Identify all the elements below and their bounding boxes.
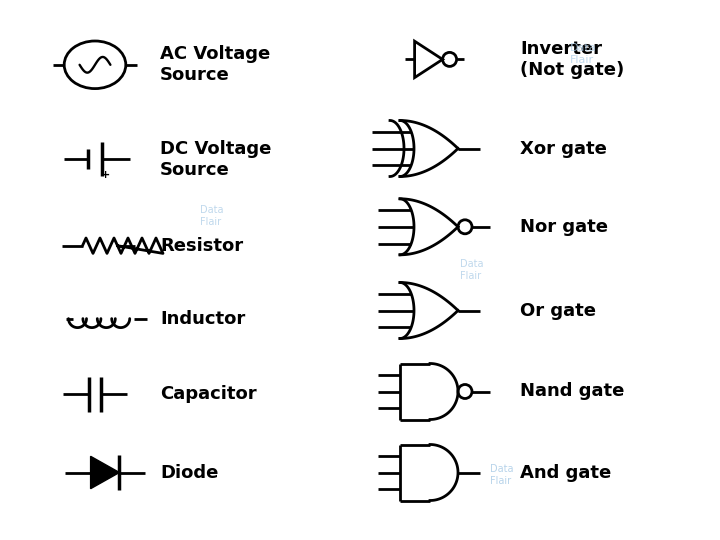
Text: Data
Flair: Data Flair [570,43,597,65]
Polygon shape [415,41,443,78]
Polygon shape [91,456,120,489]
Text: Resistor: Resistor [160,237,243,255]
Text: Diode: Diode [160,463,218,482]
Text: AC Voltage
Source: AC Voltage Source [160,45,270,84]
Text: Capacitor: Capacitor [160,385,256,403]
Text: DC Voltage
Source: DC Voltage Source [160,140,271,179]
Text: Data
Flair: Data Flair [460,259,484,281]
Text: Inductor: Inductor [160,309,246,328]
Text: Or gate: Or gate [520,301,596,320]
Text: Data
Flair: Data Flair [200,205,223,227]
Text: Xor gate: Xor gate [520,139,607,158]
Text: Data
Flair: Data Flair [490,464,513,486]
Text: Inverter
(Not gate): Inverter (Not gate) [520,40,624,79]
Text: And gate: And gate [520,463,611,482]
Text: +: + [100,170,109,180]
Text: Nor gate: Nor gate [520,218,608,236]
Text: Nand gate: Nand gate [520,382,624,401]
